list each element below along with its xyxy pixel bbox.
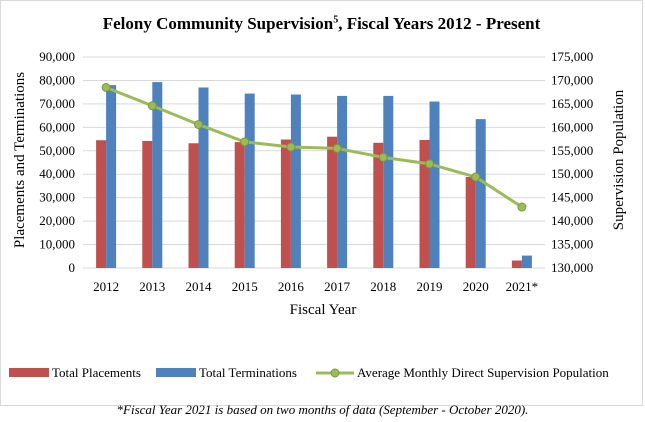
left-axis-tick-label: 70,000 (39, 96, 75, 111)
bar-terminations (244, 93, 255, 268)
right-axis-tick-label: 150,000 (551, 166, 593, 181)
population-point (517, 202, 527, 212)
left-axis-tick-label: 50,000 (39, 143, 75, 158)
bar-placements (234, 142, 245, 268)
x-axis-tick-label: 2021* (506, 279, 539, 294)
bar-terminations (383, 95, 394, 268)
legend-swatch-population-marker (330, 368, 340, 378)
bar-terminations (475, 119, 486, 268)
right-axis-tick-label: 170,000 (551, 72, 593, 87)
chart-title-rest: , Fiscal Years 2012 - Present (338, 14, 541, 33)
right-axis-tick-label: 175,000 (551, 49, 593, 64)
left-axis-tick-label: 0 (69, 260, 76, 275)
right-axis-tick-label: 130,000 (551, 260, 593, 275)
left-axis-tick-label: 40,000 (39, 166, 75, 181)
population-point (194, 120, 203, 130)
legend-label-population: Average Monthly Direct Supervision Popul… (357, 365, 609, 380)
right-axis-tick-label: 145,000 (551, 190, 593, 205)
bar-terminations (521, 255, 532, 268)
x-axis-label: Fiscal Year (290, 302, 357, 318)
population-point (147, 101, 157, 111)
right-axis-ticks: 130,000 135,000 140,000 145,000 150,000 155,0… (551, 49, 593, 275)
bar-terminations (198, 87, 209, 268)
x-axis-tick-label: 2014 (186, 279, 213, 294)
chart-title-main: Felony Community Supervision (102, 14, 334, 33)
population-line-path (105, 86, 523, 209)
bar-terminations (106, 85, 117, 268)
x-axis-tick-label: 2016 (278, 279, 305, 294)
left-axis-tick-label: 90,000 (39, 49, 75, 64)
legend-label-terminations: Total Terminations (199, 365, 297, 380)
left-axis-tick-label: 60,000 (39, 119, 75, 134)
population-point (332, 143, 342, 153)
bar-terminations (337, 95, 348, 268)
population-line (101, 82, 527, 212)
bar-placements (327, 136, 338, 268)
footnote: *Fiscal Year 2021 is based on two months… (116, 402, 529, 417)
right-axis-tick-label: 135,000 (551, 237, 593, 252)
population-point (378, 152, 388, 162)
population-point (471, 172, 481, 182)
bar-placements (280, 139, 291, 268)
population-point (425, 159, 434, 169)
x-axis-tick-label: 2012 (93, 279, 119, 294)
bar-placements (511, 260, 522, 268)
right-axis-tick-label: 140,000 (551, 213, 593, 228)
x-axis-tick-label: 2013 (139, 279, 165, 294)
left-axis-tick-label: 80,000 (39, 72, 75, 87)
x-axis-tick-label: 2020 (463, 279, 489, 294)
right-axis-tick-label: 160,000 (551, 119, 593, 134)
bar-placements (142, 140, 153, 268)
x-axis-tick-label: 2017 (324, 279, 351, 294)
bar-placements (373, 142, 384, 268)
right-axis-tick-label: 165,000 (551, 96, 593, 111)
x-axis-ticks: 2012 2013 2014 2015 2016 2017 2018 2019 2020 2021… (93, 279, 538, 294)
legend-swatch-placements (9, 368, 49, 377)
population-point (286, 142, 296, 152)
left-axis-tick-label: 20,000 (39, 213, 75, 228)
population-point (101, 82, 111, 92)
left-axis-ticks: 0 10,000 20,000 30,000 40,000 50,000 60,000 70,… (39, 49, 75, 275)
bars (96, 82, 532, 269)
legend-swatch-terminations (156, 368, 196, 377)
left-axis-tick-label: 30,000 (39, 190, 75, 205)
bar-terminations (429, 101, 440, 269)
right-axis-tick-label: 155,000 (551, 143, 593, 158)
bar-terminations (152, 82, 163, 268)
chart-title: Felony Community Supervision5, Fiscal Ye… (0, 14, 643, 34)
legend: Total Placements Total Terminations Aver… (9, 365, 609, 380)
x-axis-tick-label: 2019 (417, 279, 443, 294)
chart-canvas: 0 10,000 20,000 30,000 40,000 50,000 60,000 70,… (9, 49, 627, 380)
bar-placements (96, 140, 107, 268)
x-axis-tick-label: 2018 (370, 279, 396, 294)
chart-title-footnote-ref: 5 (333, 14, 339, 26)
bar-terminations (290, 94, 301, 268)
population-point (240, 137, 250, 147)
bar-placements (465, 177, 476, 268)
legend-label-placements: Total Placements (52, 365, 141, 380)
x-axis-tick-label: 2015 (232, 279, 258, 294)
bar-placements (419, 139, 430, 268)
bar-placements (188, 143, 199, 268)
right-axis-label: Supervision Population (611, 89, 627, 230)
left-axis-label: Placements and Terminations (12, 72, 28, 248)
left-axis-tick-label: 10,000 (39, 237, 75, 252)
